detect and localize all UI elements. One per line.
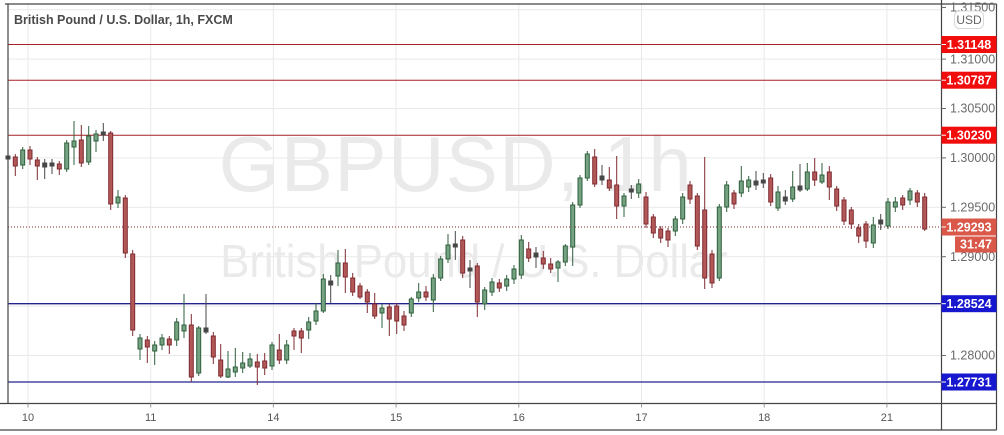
svg-text:1.29000: 1.29000 bbox=[950, 250, 995, 264]
svg-text:1.28524: 1.28524 bbox=[946, 297, 991, 311]
svg-text:31:47: 31:47 bbox=[960, 238, 992, 252]
svg-text:15: 15 bbox=[390, 412, 402, 424]
svg-text:1.31148: 1.31148 bbox=[947, 38, 992, 52]
svg-text:1.30230: 1.30230 bbox=[946, 129, 991, 143]
svg-text:1.29500: 1.29500 bbox=[950, 201, 995, 215]
svg-text:USD: USD bbox=[956, 13, 982, 27]
svg-text:British Pound / U.S. Dollar, 1: British Pound / U.S. Dollar, 1h, FXCM bbox=[14, 13, 233, 27]
svg-text:11: 11 bbox=[145, 412, 156, 424]
svg-text:British Pound / U.S. Dollar: British Pound / U.S. Dollar bbox=[220, 235, 728, 287]
svg-text:10: 10 bbox=[22, 412, 34, 424]
svg-text:1.28000: 1.28000 bbox=[950, 349, 995, 363]
svg-text:1.30500: 1.30500 bbox=[950, 102, 995, 116]
svg-text:1.30000: 1.30000 bbox=[950, 151, 995, 165]
svg-text:17: 17 bbox=[635, 412, 647, 424]
svg-text:1.27731: 1.27731 bbox=[946, 375, 991, 389]
svg-text:1.30787: 1.30787 bbox=[946, 74, 991, 88]
svg-text:1.31000: 1.31000 bbox=[950, 52, 995, 66]
svg-text:18: 18 bbox=[758, 412, 770, 424]
svg-text:1.29293: 1.29293 bbox=[946, 220, 991, 234]
svg-text:21: 21 bbox=[881, 412, 893, 424]
svg-text:GBPUSD, 1h: GBPUSD, 1h bbox=[219, 120, 694, 208]
svg-text:14: 14 bbox=[267, 412, 279, 424]
svg-text:16: 16 bbox=[513, 412, 525, 424]
